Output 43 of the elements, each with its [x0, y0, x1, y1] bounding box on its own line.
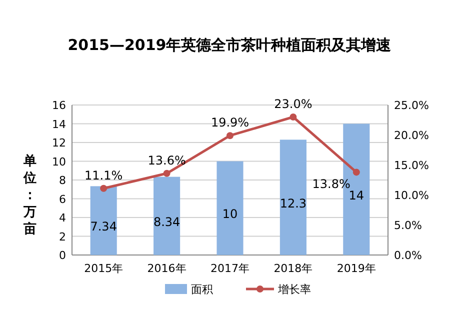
y-tick-label: 10	[52, 155, 66, 168]
y-tick-label: 2	[59, 230, 66, 244]
legend-label: 增长率	[277, 283, 311, 296]
data-label: 14	[348, 188, 364, 202]
point	[163, 170, 170, 177]
x-tick-label: 2015年	[84, 262, 124, 275]
y-tick-label: 4	[59, 212, 66, 224]
y-tick-label: 12	[52, 136, 66, 150]
y2-tick-label: 0.0%	[394, 249, 422, 262]
bar	[216, 161, 244, 255]
chart-title: 2015—2019年英德全市茶叶种植面积及其增速	[68, 36, 392, 54]
data-label: 23.0%	[274, 97, 312, 111]
y-tick-label: 0	[59, 249, 66, 262]
point	[290, 114, 297, 120]
data-label: 12.3	[280, 196, 307, 210]
y2-tick-label: 10.0%	[394, 189, 429, 202]
point	[100, 184, 108, 192]
data-label: 7.34	[90, 220, 117, 234]
point	[226, 132, 234, 140]
bar	[90, 186, 117, 255]
x-tick-label: 2016年	[147, 262, 186, 275]
bar	[154, 176, 180, 255]
data-label: 19.9%	[210, 116, 250, 130]
y-tick-label: 16	[52, 99, 66, 112]
y2-tick-label: 20.0%	[394, 129, 429, 142]
y-axis-title: 单位：万亩	[22, 153, 36, 237]
x-tick-label: 2018年	[274, 262, 313, 275]
y-tick-label: 6	[59, 192, 66, 206]
legend-label: 面积	[191, 283, 213, 296]
y-tick-label: 14	[52, 118, 66, 131]
x-tick-label: 2019年	[336, 262, 376, 275]
data-label: 10	[222, 207, 238, 222]
data-label: 13.6%	[148, 153, 186, 168]
y-tick-label: 8	[59, 174, 66, 187]
y2-tick-label: 15.0%	[394, 159, 429, 172]
bar	[280, 140, 306, 255]
x-tick-label: 2017年	[210, 262, 250, 275]
data-label: 13.8%	[312, 177, 350, 192]
data-label: 8.34	[153, 214, 180, 229]
data-label: 11.1%	[84, 168, 123, 182]
y2-tick-label: 25.0%	[394, 99, 429, 112]
point	[352, 168, 360, 176]
y2-tick-label: 5.0%	[394, 219, 422, 232]
